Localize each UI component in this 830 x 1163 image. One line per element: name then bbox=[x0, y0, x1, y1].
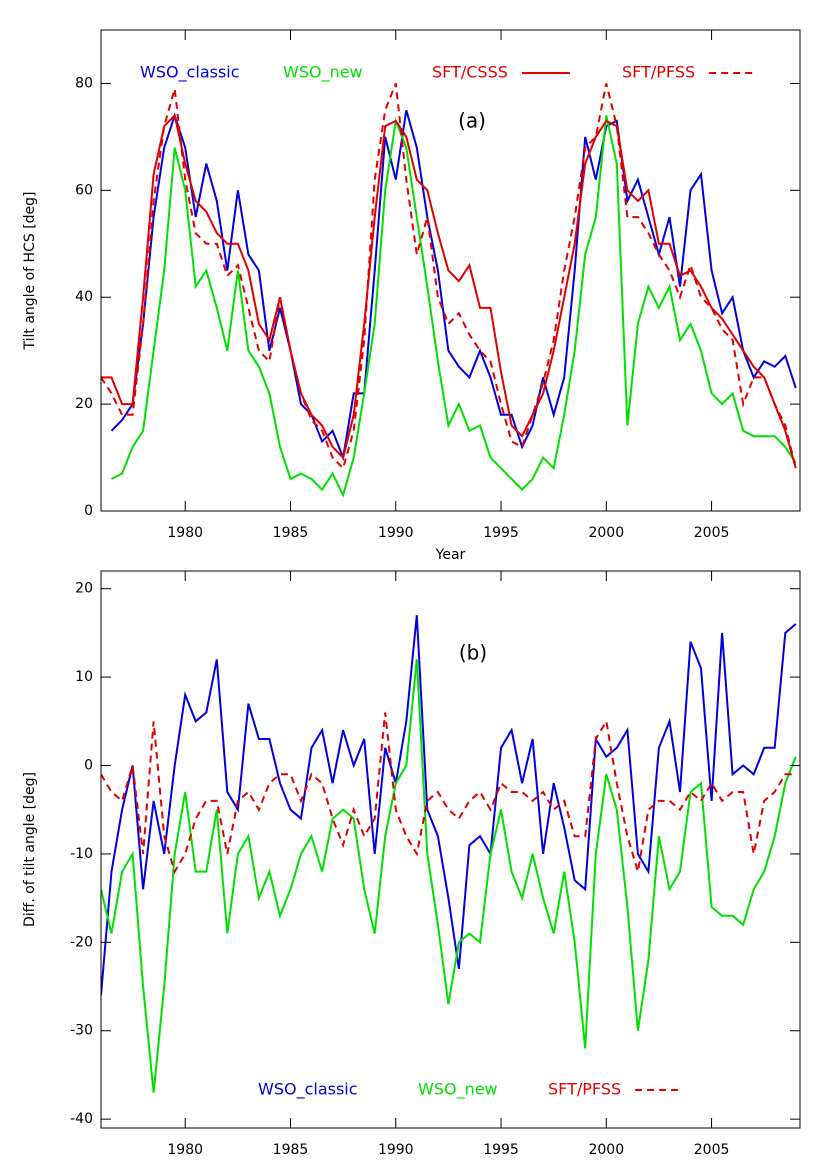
series-line bbox=[101, 615, 797, 996]
plot-frame bbox=[100, 29, 801, 512]
series-line bbox=[101, 659, 797, 1093]
x-tick-label: 1985 bbox=[273, 525, 309, 541]
y-tick-label: 40 bbox=[75, 289, 93, 305]
x-tick-label: 1980 bbox=[167, 525, 203, 541]
legend-label: SFT/PFSS bbox=[548, 1080, 621, 1099]
x-tick-label: 2005 bbox=[694, 525, 730, 541]
y-tick-label: -40 bbox=[70, 1111, 93, 1127]
y-tick-label: -20 bbox=[70, 934, 93, 950]
legend-label: SFT/PFSS bbox=[622, 63, 695, 82]
series-line bbox=[101, 83, 797, 471]
series-line bbox=[101, 113, 797, 469]
x-axis-title: Year bbox=[435, 547, 466, 563]
annotation: (a) bbox=[458, 109, 486, 133]
x-tick-label: 1980 bbox=[167, 1142, 203, 1158]
y-tick-label: -30 bbox=[70, 1023, 93, 1039]
y-tick-label: 80 bbox=[75, 75, 93, 91]
y-tick-label: 60 bbox=[75, 182, 93, 198]
legend-label: WSO_classic bbox=[258, 1080, 358, 1100]
x-tick-label: 2000 bbox=[588, 1142, 624, 1158]
y-tick-label: -10 bbox=[70, 846, 93, 862]
annotation: (b) bbox=[459, 641, 487, 665]
x-tick-label: 1990 bbox=[378, 1142, 414, 1158]
x-tick-label: 1995 bbox=[483, 525, 519, 541]
legend-label: WSO_classic bbox=[140, 63, 240, 83]
x-tick-label: 1985 bbox=[273, 1142, 309, 1158]
x-tick-label: 1990 bbox=[378, 525, 414, 541]
y-tick-label: 20 bbox=[75, 396, 93, 412]
y-tick-label: 20 bbox=[75, 581, 93, 597]
y-tick-label: 0 bbox=[84, 758, 93, 774]
x-tick-label: 2005 bbox=[694, 1142, 730, 1158]
x-tick-label: 1995 bbox=[483, 1142, 519, 1158]
y-axis-title: Diff. of tilt angle [deg] bbox=[22, 772, 38, 927]
x-tick-label: 2000 bbox=[588, 525, 624, 541]
plot-frame bbox=[100, 570, 801, 1129]
y-tick-label: 10 bbox=[75, 669, 93, 685]
legend-label: WSO_new bbox=[418, 1080, 498, 1100]
series-line bbox=[111, 115, 797, 498]
y-tick-label: 0 bbox=[84, 503, 93, 519]
legend-label: SFT/CSSS bbox=[432, 63, 508, 82]
series-line bbox=[110, 109, 797, 462]
legend-label: WSO_new bbox=[283, 63, 363, 83]
y-axis-title: Tilt angle of HCS [deg] bbox=[22, 191, 38, 350]
series-line bbox=[101, 712, 796, 875]
